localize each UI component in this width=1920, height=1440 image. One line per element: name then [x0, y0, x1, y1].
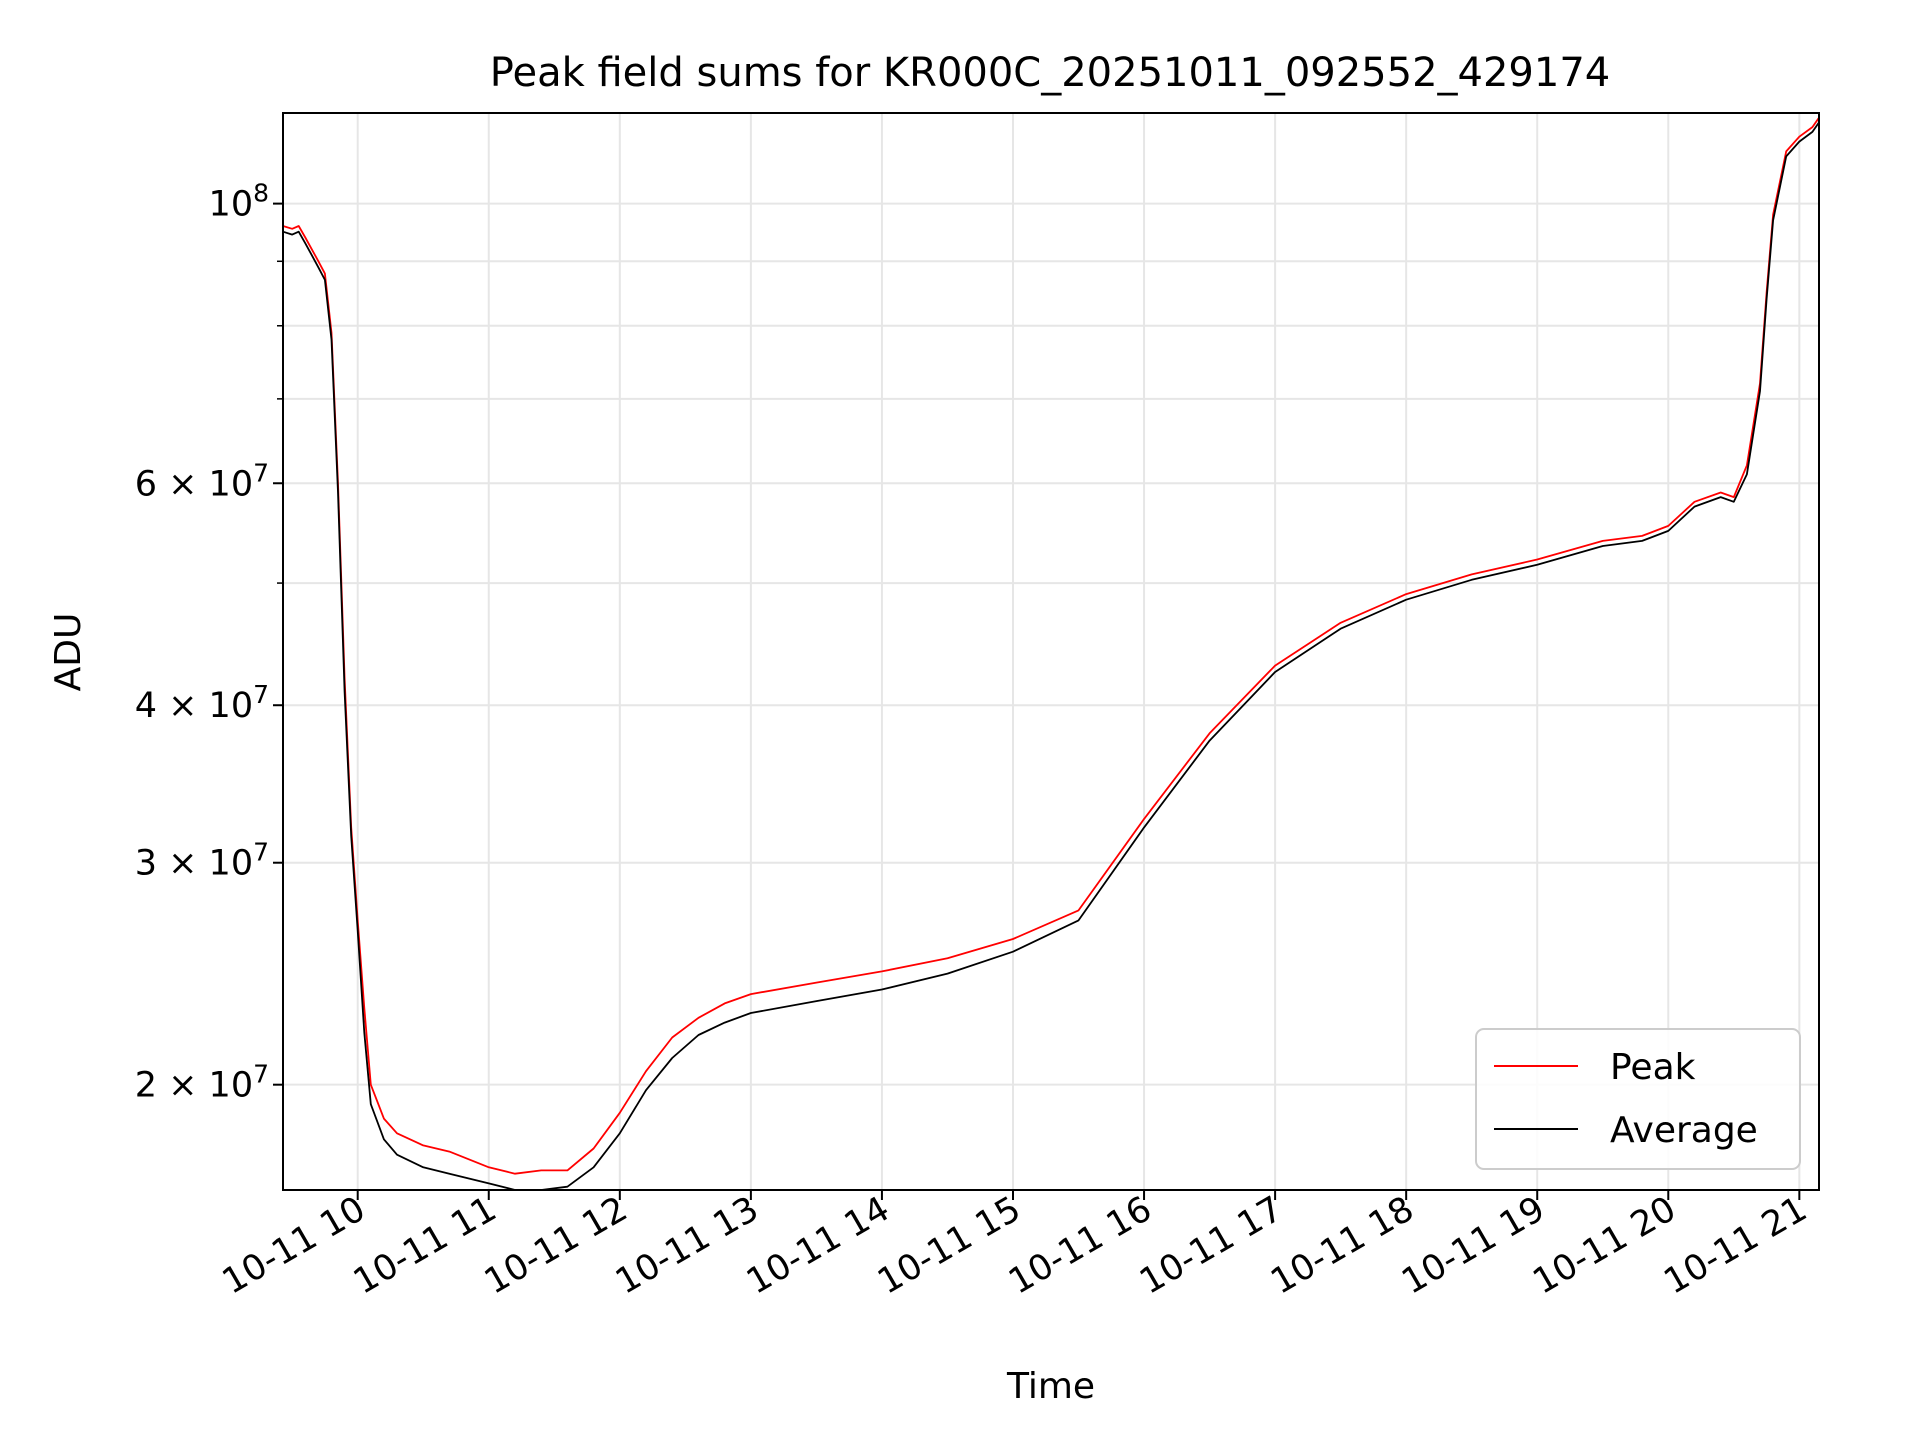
series-layer: [282, 117, 1820, 1191]
y-tick-exponent: 8: [253, 179, 269, 208]
y-tick-exponent: 7: [253, 1060, 269, 1089]
y-tick-label: 4 × 107: [135, 680, 269, 726]
legend-label-average: Average: [1610, 1110, 1758, 1151]
y-tick-base: 6 × 10: [135, 464, 253, 504]
legend-label-peak: Peak: [1610, 1047, 1696, 1088]
y-axis-label: ADU: [48, 613, 89, 692]
series-line-average: [282, 121, 1820, 1191]
chart-title: Peak field sums for KR000C_20251011_0925…: [490, 50, 1610, 96]
y-tick-exponent: 7: [253, 680, 269, 709]
y-tick-base: 4 × 10: [135, 686, 253, 726]
y-tick-label: 6 × 107: [135, 458, 269, 504]
y-tick-base: 10: [209, 185, 254, 225]
y-tick-label: 2 × 107: [135, 1060, 269, 1106]
y-tick-label: 3 × 107: [135, 838, 269, 884]
y-tick-exponent: 7: [253, 838, 269, 867]
y-tick-base: 2 × 10: [135, 1066, 253, 1106]
x-axis-label: Time: [1006, 1366, 1095, 1407]
grid: [283, 113, 1819, 1190]
plot-frame: [282, 112, 1820, 1191]
legend-box: [1475, 1028, 1801, 1170]
y-tick-label: 108: [209, 179, 269, 225]
y-tick-exponent: 7: [253, 458, 269, 487]
y-tick-base: 3 × 10: [135, 844, 253, 884]
legend: Peak Average: [1475, 1028, 1801, 1170]
